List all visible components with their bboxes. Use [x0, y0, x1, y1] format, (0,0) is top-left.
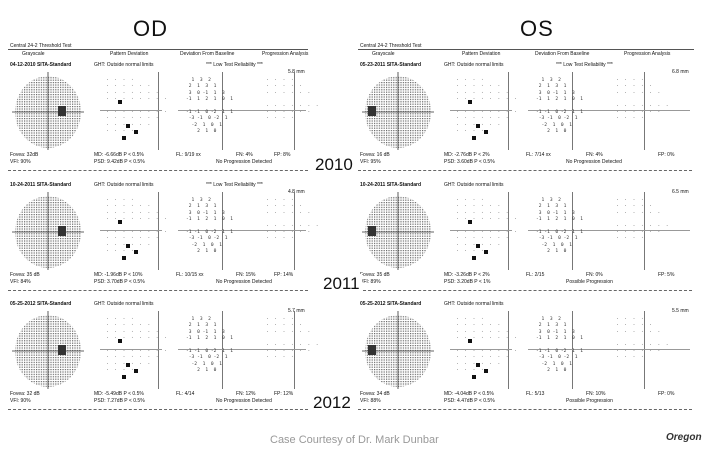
od-test-name: Central 24-2 Threshold Test: [10, 43, 72, 49]
case-caption: Case Courtesy of Dr. Mark Dunbar: [270, 434, 439, 446]
od-md: MD: -6.66dB P < 0.5%: [94, 152, 144, 158]
od-grayscale-field: [12, 72, 84, 150]
od-title: OD: [133, 16, 168, 41]
os-vfi: VFI: 95%: [360, 159, 381, 165]
od-progression-status: No Progression Detected: [216, 279, 272, 285]
os-grayscale-label: Grayscale: [372, 51, 395, 57]
od-vfi: VFI: 90%: [10, 159, 31, 165]
year-label-2010: 2010: [313, 155, 355, 175]
od-dfb-label: Deviation From Baseline: [180, 51, 235, 57]
year-label-2012: 2012: [311, 393, 353, 413]
os-fp: FP: 5%: [658, 272, 675, 278]
os-ght-text: GHT: Outside normal limits: [444, 182, 504, 188]
os-grayscale-field: [362, 311, 434, 389]
od-grayscale-label: Grayscale: [22, 51, 45, 57]
oregon-logo: Oregon: [666, 432, 702, 443]
os-fn: FN: 4%: [586, 152, 603, 158]
os-visit-date: 05-25-2012 SITA-Standard: [360, 301, 422, 307]
os-vfi: VFI: 88%: [360, 398, 381, 404]
os-title: OS: [520, 16, 554, 41]
os-psd: PSD: 3.20dB P < 1%: [444, 279, 491, 285]
os-fovea: Fovea: 34 dB: [360, 391, 390, 397]
os-pupil-size: 6.5 mm: [672, 189, 689, 195]
od-ght-text: GHT: Outside normal limits: [94, 62, 154, 68]
od-progression-label: Progression Analysis: [262, 51, 309, 57]
od-reliability-text: *** Low Test Reliability ***: [206, 182, 263, 188]
od-pupil-size: 5.8 mm: [288, 69, 305, 75]
od-fn: FN: 4%: [236, 152, 253, 158]
os-pupil-size: 5.5 mm: [672, 308, 689, 314]
od-fl: FL: 10/15 xx: [176, 272, 204, 278]
od-md: MD: -5.49dB P < 0.5%: [94, 391, 144, 397]
od-fp: FP: 8%: [274, 152, 291, 158]
od-visit-date: 05-25-2012 SITA-Standard: [10, 301, 72, 307]
os-fovea: Fovea: 16 dB: [360, 152, 390, 158]
od-pattern-deviation-label: Pattern Deviation: [110, 51, 149, 57]
od-pupil-size: 4.8 mm: [288, 189, 305, 195]
os-progression-label: Progression Analysis: [624, 51, 671, 57]
od-visit-date: 04-12-2010 SITA-Standard: [10, 62, 72, 68]
od-fovea: Fovea: 35 dB: [10, 272, 40, 278]
od-vfi: VFI: 90%: [10, 398, 31, 404]
os-progression-status: Possible Progression: [566, 398, 613, 404]
od-psd: PSD: 7.27dB P < 0.5%: [94, 398, 145, 404]
od-fovea: Fovea: 32 dB: [10, 391, 40, 397]
os-fl: FL: 5/13: [526, 391, 545, 397]
os-reliability-text: *** Low Test Reliability ***: [556, 62, 613, 68]
os-md: MD: -2.76dB P < 2%: [444, 152, 490, 158]
os-fl: FL: 2/15: [526, 272, 545, 278]
od-psd: PSD: 3.70dB P < 0.5%: [94, 279, 145, 285]
year-label-2011: 2011: [321, 274, 362, 294]
od-grayscale-field: [12, 192, 84, 270]
os-psd: PSD: 4.47dB P < 0.5%: [444, 398, 495, 404]
od-vfi: VFI: 84%: [10, 279, 31, 285]
od-visit-date: 10-24-2011 SITA-Standard: [10, 182, 72, 188]
od-progression-status: No Progression Detected: [216, 159, 272, 165]
os-grayscale-field: [362, 72, 434, 150]
os-progression-status: Possible Progression: [566, 279, 613, 285]
os-pattern-deviation-label: Pattern Deviation: [462, 51, 501, 57]
od-fl: FL: 4/14: [176, 391, 195, 397]
os-fn: FN: 0%: [586, 272, 603, 278]
od-ght-text: GHT: Outside normal limits: [94, 182, 154, 188]
od-fl: FL: 9/19 xx: [176, 152, 201, 158]
od-header-rule: [8, 49, 308, 50]
os-fp: FP: 0%: [658, 391, 675, 397]
os-md: MD: -4.04dB P < 0.5%: [444, 391, 494, 397]
os-vfi: VFI: 89%: [360, 279, 381, 285]
od-fp: FP: 12%: [274, 391, 294, 397]
os-ght-text: GHT: Outside normal limits: [444, 301, 504, 307]
os-pupil-size: 6.8 mm: [672, 69, 689, 75]
od-md: MD: -1.96dB P < 10%: [94, 272, 143, 278]
od-fp: FP: 14%: [274, 272, 294, 278]
od-fn: FN: 12%: [236, 391, 256, 397]
os-psd: PSD: 3.60dB P < 0.5%: [444, 159, 495, 165]
os-md: MD: -3.26dB P < 2%: [444, 272, 490, 278]
od-fovea: Fovea: 32dB: [10, 152, 39, 158]
od-pupil-size: 5.7 mm: [288, 308, 305, 314]
os-grayscale-field: [362, 192, 434, 270]
os-fovea: Fovea: 35 dB: [360, 272, 390, 278]
os-fn: FN: 10%: [586, 391, 606, 397]
od-psd: PSD: 9.42dB P < 0.5%: [94, 159, 145, 165]
od-progression-status: No Progression Detected: [216, 398, 272, 404]
od-grayscale-field: [12, 311, 84, 389]
od-ght-text: GHT: Outside normal limits: [94, 301, 154, 307]
os-header-rule: [358, 49, 694, 50]
os-fp: FP: 0%: [658, 152, 675, 158]
os-progression-status: No Progression Detected: [566, 159, 622, 165]
os-dfb-label: Deviation From Baseline: [535, 51, 590, 57]
os-visit-date: 05-23-2011 SITA-Standard: [360, 62, 422, 68]
od-reliability-text: *** Low Test Reliability ***: [206, 62, 263, 68]
os-fl: FL: 7/14 xx: [526, 152, 551, 158]
od-fn: FN: 15%: [236, 272, 256, 278]
os-test-name: Central 24-2 Threshold Test: [360, 43, 422, 49]
os-ght-text: GHT: Outside normal limits: [444, 62, 504, 68]
os-visit-date: 10-24-2011 SITA-Standard: [360, 182, 422, 188]
